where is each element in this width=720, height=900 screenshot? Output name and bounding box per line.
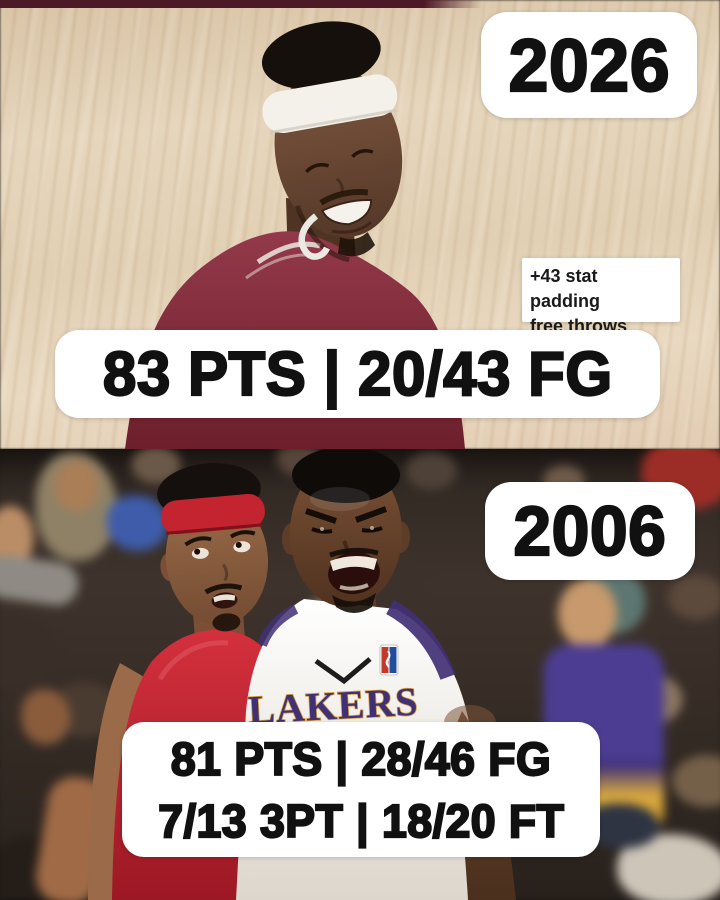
year-label-2026: 2026 [507,22,670,107]
jersey-neck-trim [314,657,372,685]
jalen-goatee [212,613,241,632]
fan-khaki-face [54,460,99,512]
fan-blue-shirt [107,495,169,551]
stats-line-2-2006: 7/13 3PT | 18/20 FT [157,793,565,847]
eye-right [351,149,374,158]
jalen-nose [222,563,229,582]
jalen-pupil-left [194,548,201,555]
kobe-eye-left [311,527,333,534]
kobe-brow-left [305,508,337,524]
smile-teeth [320,198,373,226]
kobe-hair [292,449,400,503]
jersey-strap-left [257,604,299,647]
player-head [261,21,403,263]
court-baseline-stripe [0,0,482,8]
raptors-jersey-highlight [157,640,229,681]
jaw-beard [294,205,350,263]
year-label-2006-box: 2006 [485,482,695,580]
kobe-goatee [332,593,376,613]
white-headband [262,74,398,134]
red-headband-shadow [166,523,263,535]
player-hair [261,21,381,90]
jalen-mustache [204,583,243,595]
jersey-trim-left [256,241,321,265]
jalen-teeth [213,594,236,603]
nba-logo-patch [379,644,399,676]
panel-2026: 2026 +43 stat padding free throws 83 PTS… [0,0,720,449]
mustache [319,189,369,206]
jalen-brow-right [229,530,256,539]
kobe-brow-right [354,506,388,523]
kobe-head [282,449,410,613]
kobe-forehead-sheen [310,487,370,511]
stats-line-1-2006: 81 PTS | 28/46 FG [170,731,552,785]
mouthguard [298,213,330,260]
eye-left [305,163,330,174]
panel-2006: LAKERS [0,449,720,900]
goatee [337,232,376,257]
kobe-upper-teeth [330,555,377,571]
kobe-mustache [329,547,379,558]
red-headband [160,493,265,535]
kobe-lower-teeth [339,583,369,591]
stats-line-2026: 83 PTS | 20/43 FG [102,338,613,409]
kobe-eye-glint-left [320,527,324,531]
jalen-pupil-right [235,542,242,549]
fan-raised-fist [21,689,71,745]
note-line-1: +43 stat padding [530,266,600,312]
jalen-brow-left [184,536,212,547]
jalen-head [157,463,269,632]
kobe-eye-glint-right [370,526,374,530]
headband-shadow [269,108,397,135]
kobe-eye-right [361,526,383,533]
stats-box-2026: 83 PTS | 20/43 FG [55,330,660,418]
stat-padding-note-box: +43 stat padding free throws [522,258,680,336]
year-label-2006: 2006 [512,491,667,571]
jersey-strap-right [386,599,456,680]
stats-box-2006: 81 PTS | 28/46 FG 7/13 3PT | 18/20 FT [122,722,600,857]
fan-gold-face [557,579,618,649]
lower-lip [331,221,373,234]
year-label-2026-box: 2026 [481,12,697,118]
